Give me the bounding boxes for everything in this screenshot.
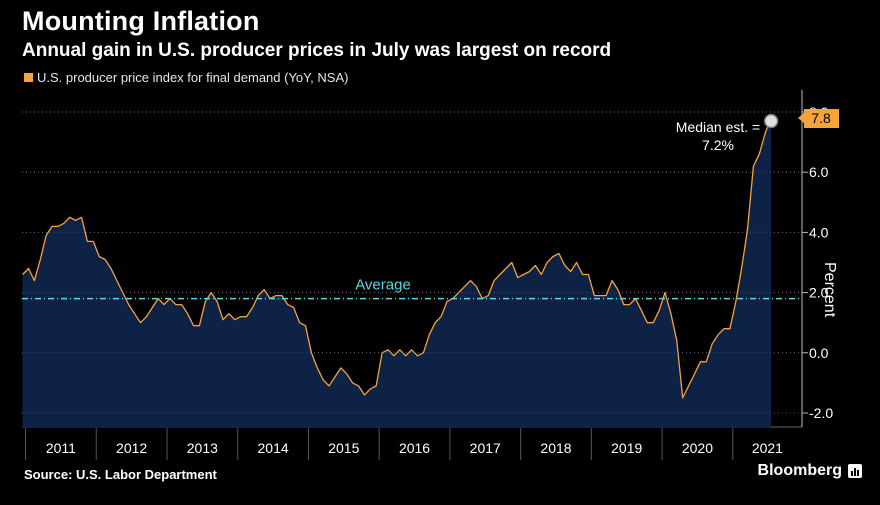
x-tick-label: 2016	[399, 440, 430, 456]
last-value-pointer	[798, 112, 805, 125]
x-tick-label: 2019	[611, 440, 642, 456]
legend: U.S. producer price index for final dema…	[24, 70, 348, 85]
y-axis-label: Percent	[821, 262, 838, 318]
chart-subtitle: Annual gain in U.S. producer prices in J…	[22, 40, 612, 61]
x-tick-label: 2011	[46, 440, 76, 456]
x-tick-label: 2014	[258, 440, 289, 456]
y-tick-label: 4.0	[809, 224, 829, 240]
bloomberg-logo: Bloomberg	[758, 462, 862, 480]
y-tick-label: -2.0	[809, 405, 833, 421]
series-area	[22, 118, 772, 429]
y-tick-label: 2.0	[809, 285, 829, 301]
x-tick-label: 2020	[682, 440, 713, 456]
source-note: Source: U.S. Labor Department	[24, 467, 217, 482]
y-tick-label: 6.0	[809, 164, 829, 180]
x-tick-label: 2017	[470, 440, 501, 456]
legend-swatch	[24, 73, 33, 82]
x-tick-label: 2015	[328, 440, 359, 456]
x-tick-label: 2021	[752, 440, 783, 456]
brand-text: Bloomberg	[757, 462, 842, 479]
last-value-badge	[804, 109, 839, 129]
x-tick-label: 2013	[187, 440, 218, 456]
x-tick-label: 2012	[116, 440, 147, 456]
median-estimate-marker	[763, 113, 779, 129]
last-value-label: 7.8	[811, 110, 831, 126]
y-tick-label: 0.0	[809, 345, 829, 361]
series-line	[22, 117, 772, 399]
average-label: Average	[355, 277, 411, 294]
bar-chart-icon	[848, 464, 862, 478]
median-estimate-label-line1: Median est. =	[676, 119, 760, 135]
x-tick-label: 2018	[540, 440, 571, 456]
median-estimate-label-line2: 7.2%	[702, 137, 734, 153]
legend-label: U.S. producer price index for final dema…	[37, 70, 349, 85]
chart-title: Mounting Inflation	[22, 6, 260, 36]
